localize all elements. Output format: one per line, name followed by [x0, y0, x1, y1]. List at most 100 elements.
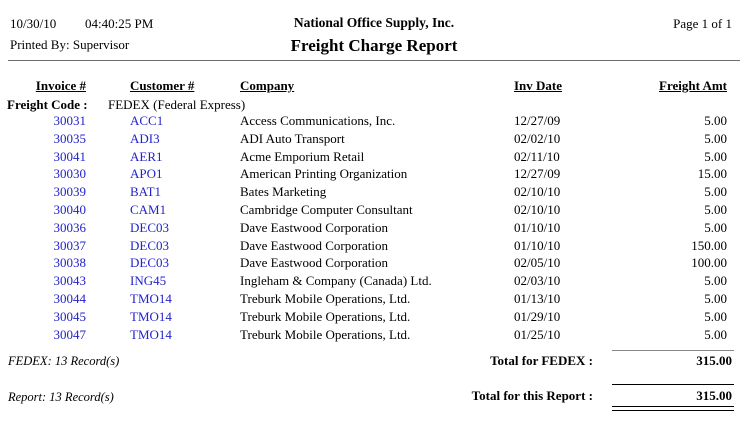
invoice-date-cell: 01/10/10	[514, 219, 561, 235]
invoice-number-link[interactable]: 30047	[53, 326, 87, 342]
freight-amount-cell: 150.00	[691, 237, 727, 253]
freight-amount-cell: 5.00	[704, 130, 727, 146]
invoice-date-cell: 02/10/10	[514, 184, 561, 200]
invoice-date-cell: 02/11/10	[514, 148, 560, 164]
report-record-count: Report: 13 Record(s)	[8, 390, 114, 404]
invoice-date-cell: 12/27/09	[514, 166, 561, 182]
invoice-date-cell: 02/03/10	[514, 273, 561, 289]
report-total-rule	[612, 384, 734, 385]
company-name-cell: Access Communications, Inc.	[240, 113, 396, 128]
table-row: 30035 ADI3 ADI Auto Transport 02/02/10 5…	[0, 130, 748, 148]
freight-amount-cell: 5.00	[704, 113, 727, 128]
customer-number-link[interactable]: ING45	[130, 273, 167, 289]
invoice-number-link[interactable]: 30037	[53, 237, 87, 253]
freight-amount-cell: 100.00	[691, 255, 727, 271]
freight-amount-cell: 5.00	[704, 148, 727, 164]
report-double-rule-bottom	[612, 410, 734, 411]
customer-number-link[interactable]: ACC1	[130, 113, 164, 128]
freight-amount-cell: 5.00	[704, 326, 727, 342]
customer-number-link[interactable]: ADI3	[130, 130, 160, 146]
table-row: 30040 CAM1 Cambridge Computer Consultant…	[0, 201, 748, 219]
column-header-invoice: Invoice #	[35, 78, 86, 93]
column-header-company: Company	[240, 78, 295, 93]
freight-code-value: FEDEX (Federal Express)	[108, 97, 246, 112]
customer-number-link[interactable]: TMO14	[130, 290, 172, 306]
company-name-cell: Cambridge Computer Consultant	[240, 201, 413, 217]
invoice-number-link[interactable]: 30044	[53, 290, 87, 306]
table-row: 30047 TMO14 Treburk Mobile Operations, L…	[0, 326, 748, 344]
company-name-cell: Bates Marketing	[240, 184, 327, 200]
invoice-number-link[interactable]: 30041	[53, 148, 87, 164]
company-name-header: National Office Supply, Inc.	[293, 15, 455, 30]
print-time: 04:40:25 PM	[85, 16, 154, 31]
invoice-date-cell: 01/10/10	[514, 237, 561, 253]
table-row: 30041 AER1 Acme Emporium Retail 02/11/10…	[0, 148, 748, 166]
customer-number-link[interactable]: DEC03	[130, 237, 169, 253]
invoice-number-link[interactable]: 30038	[53, 255, 87, 271]
company-name-cell: Dave Eastwood Corporation	[240, 237, 389, 253]
freight-amount-cell: 5.00	[704, 184, 727, 200]
table-row: 30036 DEC03 Dave Eastwood Corporation 01…	[0, 219, 748, 237]
report-total-value: 315.00	[696, 388, 732, 403]
company-name-cell: American Printing Organization	[240, 166, 408, 182]
table-row: 30039 BAT1 Bates Marketing 02/10/10 5.00	[0, 183, 748, 201]
table-body: 30031 ACC1 Access Communications, Inc. 1…	[0, 112, 748, 343]
column-header-customer: Customer #	[130, 78, 195, 93]
customer-number-link[interactable]: APO1	[130, 166, 163, 182]
company-name-cell: Ingleham & Company (Canada) Ltd.	[240, 273, 432, 289]
company-name-cell: ADI Auto Transport	[240, 130, 345, 146]
customer-number-link[interactable]: TMO14	[130, 308, 172, 324]
invoice-number-link[interactable]: 30031	[53, 113, 87, 128]
invoice-date-cell: 01/25/10	[514, 326, 561, 342]
table-row: 30044 TMO14 Treburk Mobile Operations, L…	[0, 290, 748, 308]
group-record-count: FEDEX: 13 Record(s)	[8, 354, 120, 368]
page-number: Page 1 of 1	[673, 16, 732, 31]
invoice-number-link[interactable]: 30036	[53, 219, 87, 235]
invoice-number-link[interactable]: 30043	[53, 273, 87, 289]
company-name-cell: Treburk Mobile Operations, Ltd.	[240, 308, 411, 324]
invoice-number-link[interactable]: 30039	[53, 184, 87, 200]
customer-number-link[interactable]: BAT1	[130, 184, 162, 200]
group-total-value: 315.00	[696, 353, 732, 368]
invoice-number-link[interactable]: 30045	[53, 308, 87, 324]
printed-by-label: Printed By: Supervisor	[10, 37, 130, 52]
group-total-rule	[612, 350, 734, 351]
company-name-cell: Dave Eastwood Corporation	[240, 219, 389, 235]
invoice-number-link[interactable]: 30040	[53, 201, 87, 217]
invoice-date-cell: 02/02/10	[514, 130, 561, 146]
report-double-rule-top	[612, 406, 734, 407]
column-header-freight-amt: Freight Amt	[659, 78, 727, 93]
invoice-date-cell: 12/27/09	[514, 113, 561, 128]
freight-amount-cell: 5.00	[704, 273, 727, 289]
invoice-number-link[interactable]: 30030	[53, 166, 87, 182]
freight-amount-cell: 5.00	[704, 219, 727, 235]
company-name-cell: Treburk Mobile Operations, Ltd.	[240, 290, 411, 306]
print-date: 10/30/10	[10, 16, 57, 31]
customer-number-link[interactable]: CAM1	[130, 201, 167, 217]
freight-code-label: Freight Code :	[7, 97, 88, 112]
invoice-number-link[interactable]: 30035	[53, 130, 87, 146]
table-row: 30045 TMO14 Treburk Mobile Operations, L…	[0, 308, 748, 326]
customer-number-link[interactable]: TMO14	[130, 326, 172, 342]
company-name-cell: Treburk Mobile Operations, Ltd.	[240, 326, 411, 342]
column-header-inv-date: Inv Date	[514, 78, 563, 93]
table-row: 30030 APO1 American Printing Organizatio…	[0, 165, 748, 183]
table-row: 30038 DEC03 Dave Eastwood Corporation 02…	[0, 254, 748, 272]
freight-amount-cell: 5.00	[704, 290, 727, 306]
invoice-date-cell: 01/29/10	[514, 308, 561, 324]
customer-number-link[interactable]: DEC03	[130, 255, 169, 271]
company-name-cell: Acme Emporium Retail	[240, 148, 365, 164]
table-row: 30043 ING45 Ingleham & Company (Canada) …	[0, 272, 748, 290]
table-row: 30031 ACC1 Access Communications, Inc. 1…	[0, 112, 748, 130]
report-title: Freight Charge Report	[290, 36, 458, 55]
table-row: 30037 DEC03 Dave Eastwood Corporation 01…	[0, 237, 748, 255]
freight-amount-cell: 15.00	[697, 166, 727, 182]
freight-amount-cell: 5.00	[704, 201, 727, 217]
customer-number-link[interactable]: AER1	[130, 148, 163, 164]
column-header-row: Invoice # Customer # Company Inv Date Fr…	[0, 78, 748, 94]
company-name-cell: Dave Eastwood Corporation	[240, 255, 389, 271]
customer-number-link[interactable]: DEC03	[130, 219, 169, 235]
invoice-date-cell: 02/05/10	[514, 255, 561, 271]
group-total-label: Total for FEDEX :	[490, 353, 593, 368]
report-total-label: Total for this Report :	[471, 388, 593, 403]
